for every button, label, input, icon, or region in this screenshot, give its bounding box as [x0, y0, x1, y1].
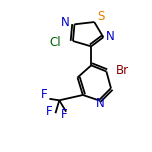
- Text: Br: Br: [116, 64, 129, 77]
- Text: N: N: [61, 16, 70, 29]
- Text: N: N: [106, 30, 114, 43]
- Text: F: F: [46, 105, 52, 118]
- Text: F: F: [60, 108, 67, 121]
- Text: N: N: [96, 97, 104, 110]
- Text: F: F: [41, 88, 48, 102]
- Text: Cl: Cl: [49, 36, 61, 49]
- Text: S: S: [97, 10, 105, 23]
